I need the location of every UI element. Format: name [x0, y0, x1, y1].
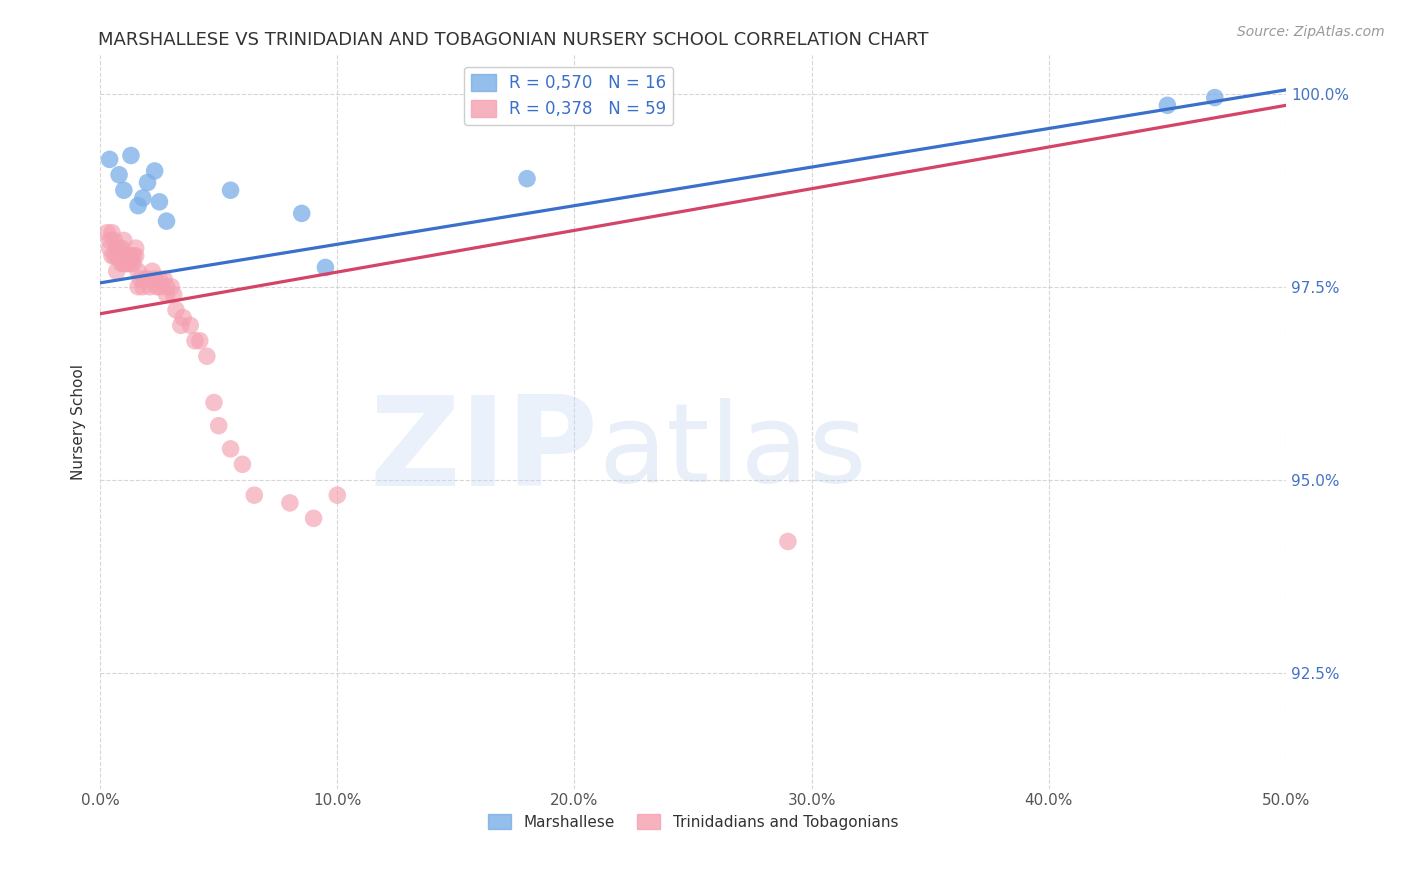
- Point: [103, 234, 125, 248]
- Point: [112, 183, 135, 197]
- Point: [146, 279, 169, 293]
- Point: [172, 310, 194, 325]
- Point: [155, 214, 177, 228]
- Point: [278, 496, 301, 510]
- Point: [125, 249, 148, 263]
- Point: [122, 249, 145, 263]
- Point: [110, 241, 132, 255]
- Point: [112, 256, 135, 270]
- Point: [98, 153, 121, 167]
- Point: [125, 241, 148, 255]
- Text: ZIP: ZIP: [370, 391, 598, 512]
- Point: [143, 272, 166, 286]
- Y-axis label: Nursery School: Nursery School: [72, 364, 86, 480]
- Point: [314, 260, 336, 275]
- Point: [291, 206, 314, 220]
- Point: [127, 264, 149, 278]
- Point: [105, 241, 128, 255]
- Point: [122, 256, 145, 270]
- Point: [155, 279, 177, 293]
- Point: [96, 226, 118, 240]
- Point: [139, 279, 162, 293]
- Point: [163, 287, 186, 301]
- Point: [129, 272, 152, 286]
- Point: [117, 249, 139, 263]
- Point: [302, 511, 325, 525]
- Point: [202, 395, 225, 409]
- Point: [98, 241, 121, 255]
- Point: [516, 171, 538, 186]
- Text: MARSHALLESE VS TRINIDADIAN AND TOBAGONIAN NURSERY SCHOOL CORRELATION CHART: MARSHALLESE VS TRINIDADIAN AND TOBAGONIA…: [98, 31, 929, 49]
- Point: [120, 148, 142, 162]
- Point: [155, 287, 177, 301]
- Point: [112, 234, 135, 248]
- Point: [179, 318, 201, 333]
- Point: [108, 249, 131, 263]
- Text: Source: ZipAtlas.com: Source: ZipAtlas.com: [1237, 25, 1385, 39]
- Point: [231, 458, 253, 472]
- Point: [1156, 98, 1178, 112]
- Point: [208, 418, 231, 433]
- Point: [101, 226, 124, 240]
- Point: [134, 272, 156, 286]
- Point: [105, 264, 128, 278]
- Point: [98, 234, 121, 248]
- Point: [120, 256, 142, 270]
- Point: [195, 349, 218, 363]
- Text: atlas: atlas: [598, 398, 866, 505]
- Point: [132, 191, 155, 205]
- Point: [153, 272, 176, 286]
- Point: [243, 488, 266, 502]
- Point: [101, 249, 124, 263]
- Point: [112, 249, 135, 263]
- Point: [219, 183, 242, 197]
- Point: [160, 279, 183, 293]
- Point: [326, 488, 349, 502]
- Point: [117, 256, 139, 270]
- Point: [103, 249, 125, 263]
- Point: [148, 194, 170, 209]
- Point: [110, 256, 132, 270]
- Point: [127, 279, 149, 293]
- Point: [219, 442, 242, 456]
- Point: [170, 318, 193, 333]
- Point: [108, 241, 131, 255]
- Point: [136, 176, 159, 190]
- Point: [165, 302, 187, 317]
- Point: [1204, 90, 1226, 104]
- Point: [188, 334, 211, 348]
- Point: [120, 249, 142, 263]
- Point: [132, 279, 155, 293]
- Point: [127, 199, 149, 213]
- Point: [184, 334, 207, 348]
- Point: [108, 168, 131, 182]
- Legend: Marshallese, Trinidadians and Tobagonians: Marshallese, Trinidadians and Tobagonian…: [482, 807, 904, 836]
- Point: [148, 272, 170, 286]
- Point: [141, 264, 163, 278]
- Point: [148, 279, 170, 293]
- Point: [776, 534, 799, 549]
- Point: [115, 256, 138, 270]
- Point: [136, 272, 159, 286]
- Point: [105, 249, 128, 263]
- Point: [143, 164, 166, 178]
